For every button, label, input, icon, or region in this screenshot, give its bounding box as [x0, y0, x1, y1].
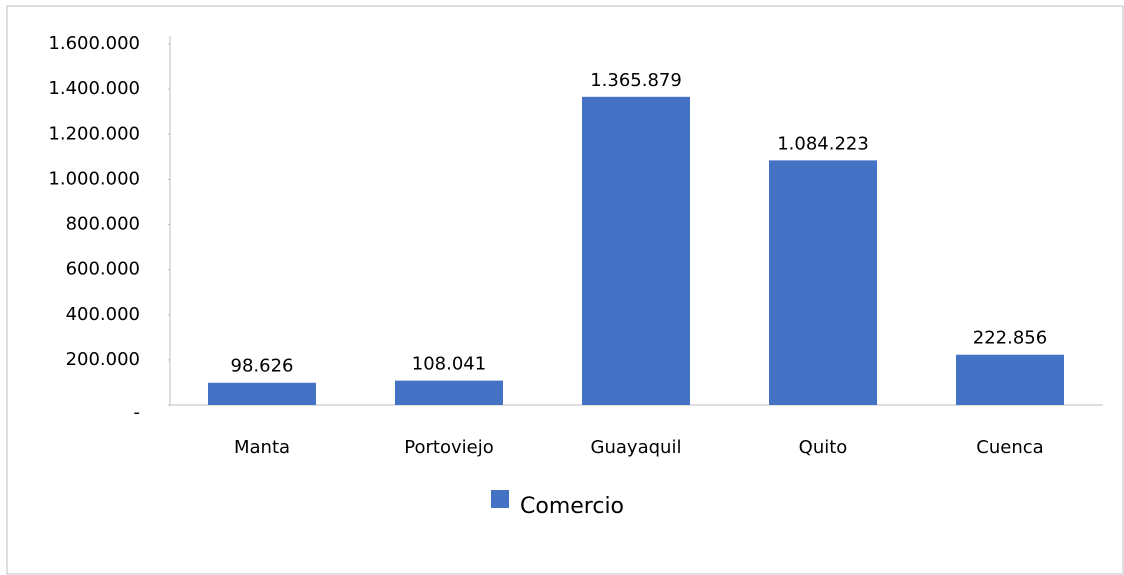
x-tick-label: Portoviejo	[404, 437, 493, 458]
x-tick-label: Quito	[799, 437, 848, 458]
y-tick-label: 1.000.000	[48, 168, 140, 189]
y-tick-label: 1.400.000	[48, 78, 140, 99]
x-tick-label: Cuenca	[976, 437, 1043, 458]
chart-border	[6, 5, 1124, 575]
y-tick-label: 200.000	[66, 349, 140, 370]
x-tick-label: Manta	[234, 437, 290, 458]
bar	[582, 96, 690, 405]
bar	[769, 160, 877, 405]
data-label: 98.626	[231, 356, 294, 377]
legend-label: Comercio	[520, 494, 624, 519]
y-tick-label: 1.600.000	[48, 33, 140, 54]
bar	[208, 382, 316, 405]
data-label: 108.041	[412, 354, 486, 375]
bar	[956, 354, 1064, 405]
y-tick-label: 600.000	[66, 259, 140, 280]
bar	[395, 380, 503, 405]
data-label: 1.365.879	[590, 70, 682, 91]
y-tick-label: 800.000	[66, 214, 140, 235]
y-tick-label: -	[134, 402, 141, 423]
y-tick-label: 400.000	[66, 304, 140, 325]
x-tick-label: Guayaquil	[591, 437, 682, 458]
data-label: 222.856	[973, 328, 1047, 349]
legend-swatch	[491, 490, 509, 508]
data-label: 1.084.223	[777, 133, 869, 154]
y-tick-label: 1.200.000	[48, 123, 140, 144]
